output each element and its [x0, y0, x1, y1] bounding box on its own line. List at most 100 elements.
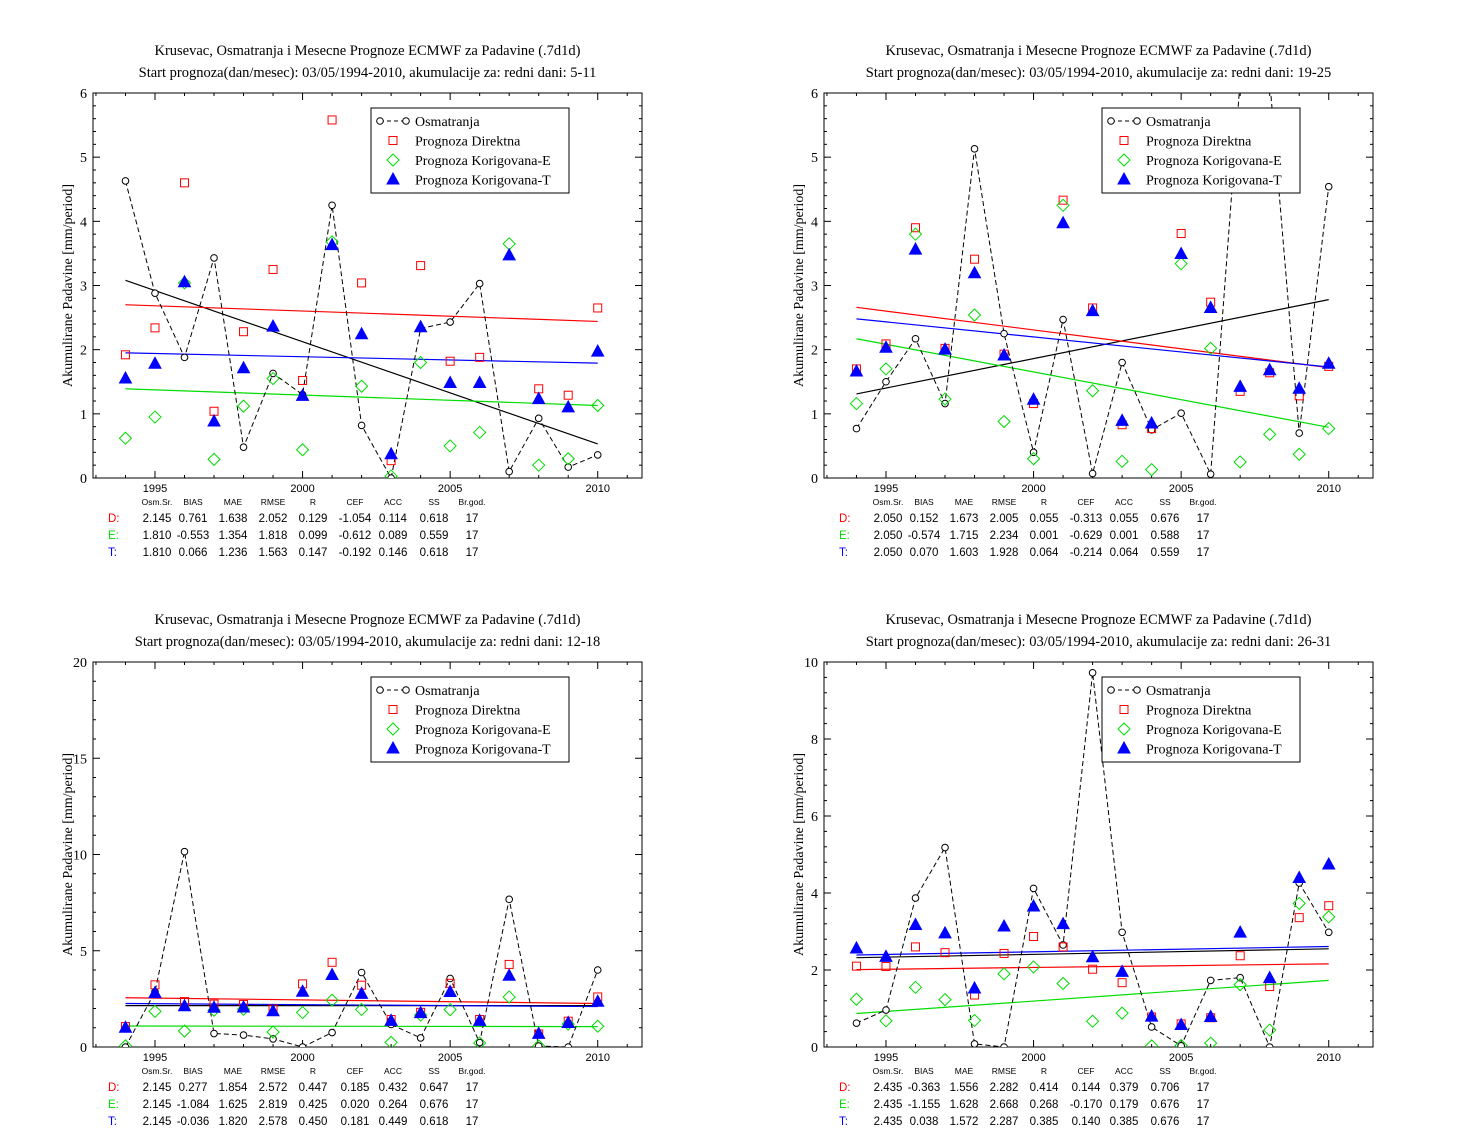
trend-line-korE: [125, 1025, 598, 1028]
stats-value: 17: [1197, 547, 1210, 559]
plot-frame: [823, 661, 1374, 1048]
stats-value: 2.578: [259, 1116, 288, 1128]
point-obs: [269, 1035, 277, 1043]
stats-row-label: T:: [108, 547, 117, 559]
x-tick-label: 2010: [585, 483, 609, 495]
point-korT: [148, 985, 162, 999]
stats-value: 2.052: [259, 513, 288, 525]
point-obs: [416, 1034, 425, 1042]
stats-value: 17: [1197, 1099, 1210, 1111]
point-obs: [911, 894, 920, 902]
stats-header: Osm.Sr.: [142, 1066, 173, 1076]
stats-value: 2.572: [259, 1082, 288, 1094]
legend-marker-obs: [402, 686, 410, 694]
legend-marker-korT: [386, 740, 400, 754]
point-korE: [1115, 1006, 1129, 1020]
point-obs: [882, 1006, 890, 1014]
legend-marker-korE: [1117, 722, 1131, 736]
point-direct: [911, 223, 920, 233]
point-direct: [268, 264, 278, 274]
x-tick-label: 2005: [438, 1052, 462, 1064]
point-korT: [502, 247, 517, 261]
point-direct: [416, 261, 426, 271]
chart-panel-days-19-25: Krusevac, Osmatranja i Mesecne Prognoze …: [792, 43, 1374, 559]
x-tick-label: 1995: [143, 483, 167, 495]
legend-marker-korT: [1117, 740, 1131, 754]
stats-header: CEF: [1078, 497, 1095, 507]
point-korE: [384, 469, 398, 478]
stats-value: 2.145: [143, 1116, 172, 1128]
point-obs: [210, 1029, 218, 1038]
y-tick-label: 6: [811, 87, 818, 102]
point-direct: [1235, 951, 1245, 961]
point-korE: [207, 452, 221, 467]
plot-area: [118, 847, 605, 1047]
stats-value: 0.066: [179, 547, 208, 559]
point-obs: [911, 334, 920, 343]
stats-table: Osm.Sr. BIAS MAE RMSE R CEF ACC SS Br.god. D: 2.14…: [108, 497, 485, 559]
point-obs: [593, 966, 602, 974]
point-korE: [443, 439, 457, 453]
point-korT: [472, 375, 487, 389]
point-korT: [1026, 898, 1041, 912]
point-korE: [531, 458, 546, 472]
chart-title: Krusevac, Osmatranja i Mesecne Prognoze …: [885, 43, 1311, 59]
stats-value: 0.185: [341, 1082, 370, 1094]
stats-header: BIAS: [183, 497, 203, 507]
point-obs: [121, 1043, 130, 1047]
chart-subtitle: Start prognoza(dan/mesec): 03/05/1994-20…: [135, 634, 600, 650]
point-korE: [1262, 427, 1277, 442]
stats-value: 1.673: [950, 513, 979, 525]
stats-value: 1.854: [219, 1082, 248, 1094]
stats-value: -1.084: [177, 1099, 210, 1111]
stats-row-label: E:: [839, 1099, 850, 1111]
stats-header: R: [310, 1066, 316, 1076]
stats-value: 0.618: [420, 1116, 449, 1128]
stats-header: Br.god.: [1190, 1066, 1217, 1076]
point-direct: [1058, 942, 1068, 952]
stats-value: 0.385: [1030, 1116, 1059, 1128]
point-korE: [1085, 384, 1100, 398]
trend-line-korE: [856, 338, 1329, 428]
stats-value: 0.001: [1030, 530, 1059, 542]
point-korT: [879, 949, 893, 962]
point-obs: [180, 847, 189, 856]
point-direct: [298, 375, 308, 385]
point-obs: [151, 289, 159, 298]
point-obs: [1000, 329, 1008, 338]
trend-line-korT: [125, 352, 598, 364]
point-korT: [967, 980, 982, 994]
point-korE: [938, 992, 952, 1007]
point-obs: [593, 451, 602, 459]
chart-panel-days-12-18: Krusevac, Osmatranja i Mesecne Prognoze …: [61, 612, 643, 1128]
stats-value: 0.147: [299, 547, 328, 559]
stats-header: Osm.Sr.: [142, 497, 173, 507]
point-korT: [325, 237, 339, 251]
stats-value: 2.145: [143, 513, 172, 525]
observations-line: [125, 851, 599, 1047]
stats-value: 0.559: [1151, 547, 1180, 559]
legend-marker-direct: [388, 136, 398, 145]
legend-label-direct: Prognoza Direktna: [1146, 135, 1252, 150]
point-obs: [298, 1043, 307, 1047]
point-korE: [472, 425, 487, 440]
point-obs: [534, 414, 543, 423]
stats-value: 2.050: [874, 513, 903, 525]
legend-marker-obs: [1107, 686, 1115, 694]
point-korE: [295, 1005, 310, 1020]
stats-value: 1.715: [950, 530, 979, 542]
stats-value: -0.553: [177, 530, 210, 542]
stats-value: 0.144: [1072, 1082, 1101, 1094]
stats-value: 0.114: [379, 513, 408, 525]
legend-marker-obs: [376, 117, 384, 125]
stats-value: 0.038: [910, 1116, 939, 1128]
point-korT: [1262, 970, 1277, 984]
y-tick-label: 4: [811, 887, 818, 902]
point-obs: [882, 377, 890, 386]
point-korE: [325, 993, 339, 1007]
point-korT: [531, 1026, 546, 1039]
point-korE: [908, 980, 923, 995]
stats-value: 2.234: [990, 530, 1019, 542]
point-korE: [1056, 198, 1070, 212]
